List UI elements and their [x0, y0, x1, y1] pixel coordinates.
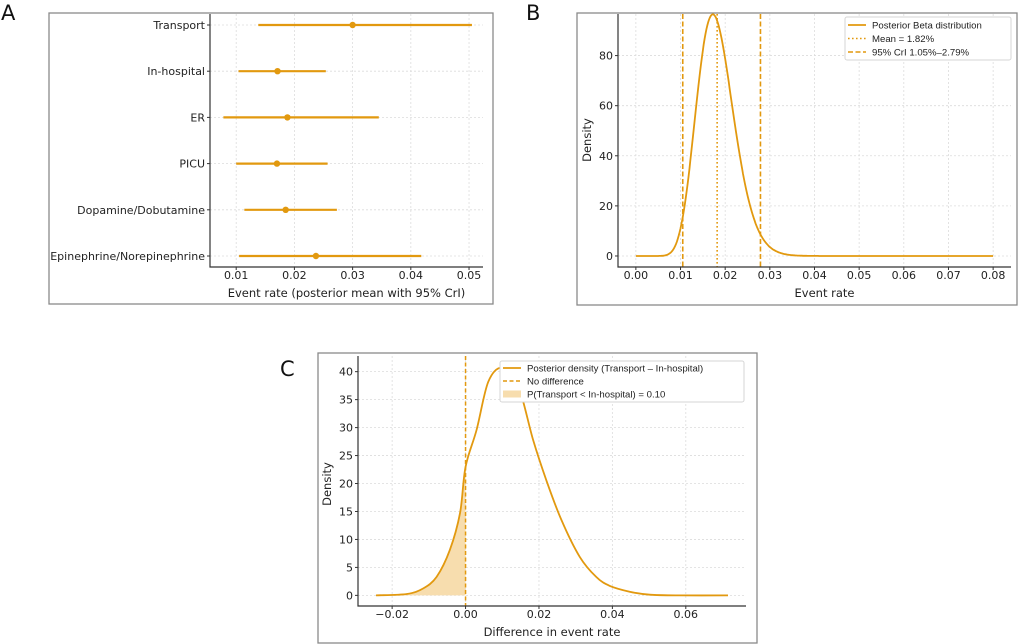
x-tick-label: 0.02: [527, 608, 552, 621]
posterior-mean-point: [273, 160, 281, 167]
panel-c-difference-plot: −0.02 0.00 0.02 0.04 0.06 0 5 10 15 20 25 30 35 40 Dif…: [320, 356, 746, 639]
x-tick-label: 0.06: [674, 608, 699, 621]
legend: Posterior density (Transport – In-hospit…: [499, 360, 745, 403]
y-tick-label: 30: [339, 422, 353, 435]
legend-box: [844, 16, 1012, 61]
posterior-mean-point: [349, 21, 356, 29]
axes-spine: [209, 14, 483, 268]
x-tick-label: 0.01: [668, 269, 693, 282]
legend-swatch-fill: [503, 390, 521, 398]
x-axis-label: Event rate (posterior mean with 95% CrI): [228, 286, 466, 300]
y-axis-label: Density: [320, 462, 334, 506]
y-tick-label: 20: [599, 200, 613, 213]
y-tick-label: 80: [599, 50, 613, 63]
legend-entry: P(Transport < In-hospital) = 0.10: [527, 390, 665, 401]
y-tick-label: 40: [339, 366, 353, 379]
panel-a-frame: [48, 12, 494, 305]
x-tick-label: 0.01: [224, 269, 249, 282]
x-tick-label: 0.04: [802, 269, 827, 282]
y-tick-label: 10: [339, 533, 353, 546]
x-tick-label: 0.04: [399, 269, 424, 282]
posterior-mean-point: [274, 68, 281, 75]
y-tick-label: 0: [606, 250, 613, 263]
y-tick-label: 40: [599, 150, 613, 163]
y-axis-label: Density: [580, 118, 594, 162]
x-tick-label: 0.00: [624, 269, 649, 282]
x-tick-label: 0.04: [600, 608, 625, 621]
axes-spine: [617, 14, 1011, 268]
panel-label-a: A: [1, 1, 16, 25]
legend-entry: 95% CrI 1.05%–2.79%: [872, 48, 970, 59]
legend-entry: Posterior Beta distribution: [872, 21, 982, 32]
posterior-density-curve: [635, 13, 994, 257]
y-tick-label: 60: [599, 100, 613, 113]
x-tick-label: 0.02: [713, 269, 738, 282]
category-label: PICU: [179, 158, 205, 171]
posterior-mean-point: [312, 252, 320, 260]
panel-label-b: B: [526, 1, 540, 25]
panel-b-frame: [576, 12, 1018, 306]
x-axis-label: Difference in event rate: [484, 625, 621, 639]
x-tick-label: 0.07: [936, 269, 961, 282]
legend-entry: No difference: [527, 377, 584, 388]
x-tick-label: −0.02: [375, 608, 409, 621]
x-axis-label: Event rate: [795, 286, 855, 300]
panel-b-density-plot: 0.00 0.01 0.02 0.03 0.04 0.05 0.06 0.07 0.08 0 20 4…: [580, 13, 1012, 300]
x-tick-label: 0.03: [758, 269, 783, 282]
posterior-mean-point: [284, 114, 291, 121]
x-tick-label: 0.00: [453, 608, 478, 621]
x-tick-label: 0.05: [847, 269, 872, 282]
x-tick-label: 0.06: [892, 269, 917, 282]
legend-entry: Posterior density (Transport – In-hospit…: [527, 364, 703, 375]
axes-spine: [357, 356, 746, 607]
y-tick-label: 0: [346, 589, 353, 602]
category-label: In-hospital: [147, 65, 205, 78]
panel-a-forest-plot: 0.01 0.02 0.03 0.04 0.05 Transport In-hospital…: [50, 14, 483, 300]
x-tick-label: 0.02: [282, 269, 307, 282]
category-label: Transport: [152, 19, 205, 32]
x-tick-label: 0.03: [340, 269, 365, 282]
panel-label-c: C: [280, 357, 295, 381]
y-tick-label: 15: [339, 505, 353, 518]
category-label: Dopamine/Dobutamine: [77, 204, 205, 217]
x-tick-label: 0.05: [457, 269, 482, 282]
panel-c-frame: [317, 352, 758, 644]
legend-entry: Mean = 1.82%: [872, 34, 935, 45]
y-tick-label: 20: [339, 478, 353, 491]
posterior-mean-point: [282, 206, 289, 213]
probability-shaded-area: [375, 466, 466, 596]
y-tick-label: 5: [346, 561, 353, 574]
category-label: ER: [190, 111, 205, 124]
legend-box: [499, 360, 745, 403]
y-tick-label: 25: [339, 450, 353, 463]
category-label: Epinephrine/Norepinephrine: [50, 250, 205, 263]
x-tick-label: 0.08: [981, 269, 1006, 282]
y-tick-label: 35: [339, 394, 353, 407]
legend: Posterior Beta distribution Mean = 1.82% 9…: [844, 16, 1012, 61]
